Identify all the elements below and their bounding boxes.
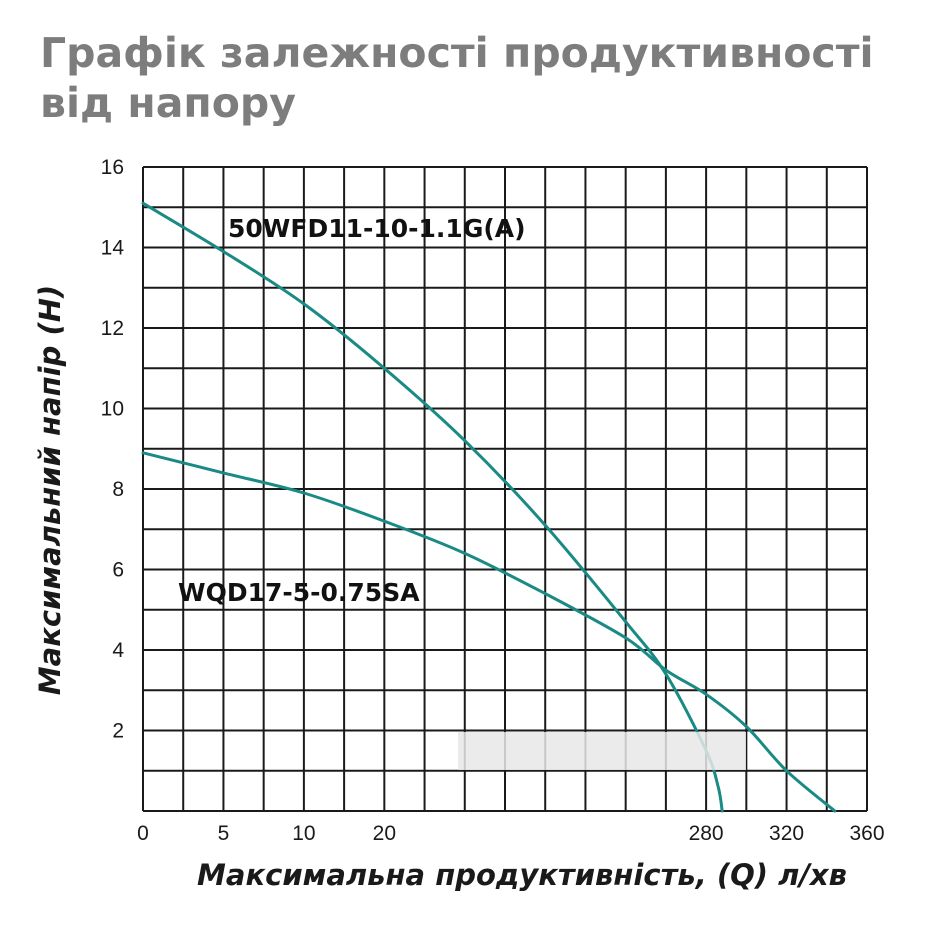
y-tick-label: 2 xyxy=(112,720,124,743)
y-tick-label: 6 xyxy=(112,559,124,582)
x-tick-label: 5 xyxy=(218,822,230,845)
series-label-50wfd: 50WFD11-10-1.1G(A) xyxy=(228,214,526,243)
y-axis-ticks: 16 14 12 10 8 6 4 2 xyxy=(101,156,125,743)
y-tick-label: 12 xyxy=(101,317,124,340)
x-tick-label: 20 xyxy=(373,822,396,845)
y-tick-label: 16 xyxy=(101,156,124,179)
y-tick-label: 10 xyxy=(101,398,124,421)
series-line-50wfd xyxy=(141,201,724,813)
y-tick-label: 8 xyxy=(112,478,124,501)
x-tick-label: 280 xyxy=(689,822,724,845)
x-tick-label: 10 xyxy=(292,822,315,845)
y-tick-label: 14 xyxy=(101,237,125,260)
x-tick-label: 320 xyxy=(769,822,804,845)
x-tick-label: 360 xyxy=(849,822,884,845)
series-label-wqd: WQD17-5-0.75SA xyxy=(178,578,420,607)
series-line-wqd xyxy=(141,451,837,813)
x-tick-label: 0 xyxy=(137,822,149,845)
chart-title: Графік залежності продуктивності від нап… xyxy=(40,29,874,127)
y-tick-label: 4 xyxy=(112,639,124,662)
x-axis-title: Максимальна продуктивність, (Q) л/хв xyxy=(197,858,847,892)
x-axis-ticks: 0 5 10 20 280 320 360 xyxy=(137,822,884,845)
grid xyxy=(142,166,868,812)
occluding-box xyxy=(458,732,746,770)
series-lines xyxy=(141,201,837,813)
y-axis-title: Максимальний напір (H) xyxy=(33,285,67,695)
